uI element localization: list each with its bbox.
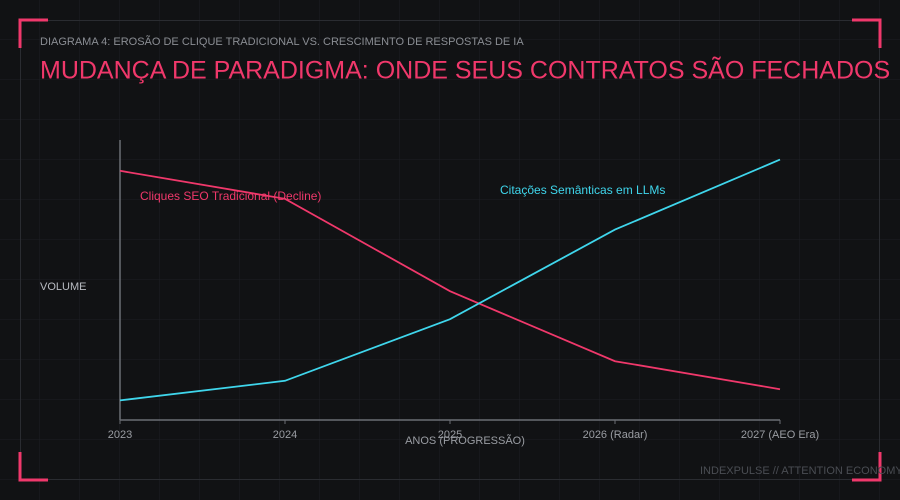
x-tick-label: 2025 [438, 429, 462, 441]
footer: INDEXPULSE // ATTENTION ECONOMY [700, 465, 900, 477]
x-axis-label: ANOS (PROGRESSÃO) [405, 434, 525, 447]
frame [20, 20, 880, 480]
legend-label: Cliques SEO Tradicional (Decline) [140, 189, 321, 203]
x-tick-label: 2023 [108, 429, 132, 441]
legend-label: Citações Semânticas em LLMs [500, 183, 665, 197]
chart-title: MUDANÇA DE PARADIGMA: ONDE SEUS CONTRATO… [40, 56, 890, 85]
corner-brackets [18, 18, 882, 482]
series-line [119, 158, 781, 402]
series-line [119, 169, 781, 391]
x-tick-label: 2027 (AEO Era) [741, 429, 819, 441]
x-tick-label: 2026 (Radar) [583, 429, 648, 441]
y-axis-label: VOLUME [40, 281, 86, 293]
x-tick-label: 2024 [273, 429, 297, 441]
subtitle: DIAGRAMA 4: EROSÃO DE CLIQUE TRADICIONAL… [40, 35, 524, 48]
